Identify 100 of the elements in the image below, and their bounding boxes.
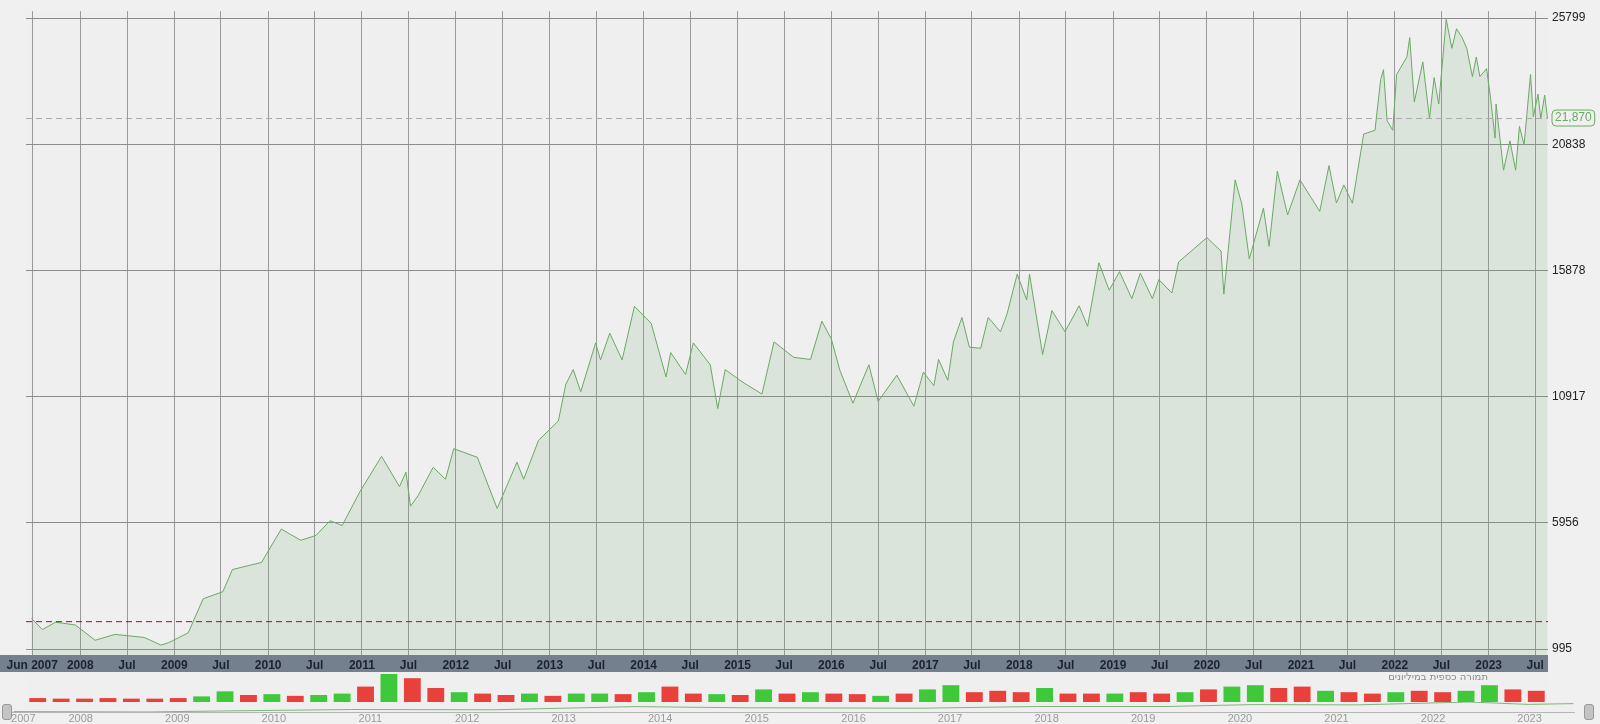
bar <box>825 693 843 702</box>
x-tick-label: 2013 <box>536 657 564 672</box>
bar <box>1481 685 1498 702</box>
x-tick-label: 2020 <box>1227 711 1253 724</box>
bar <box>965 692 983 702</box>
bar <box>989 690 1007 702</box>
bar <box>1457 690 1475 702</box>
y-tick-label: 5956 <box>1552 515 1580 530</box>
x-tick-label: 2014 <box>647 711 673 724</box>
bar <box>567 693 585 702</box>
bar <box>1082 693 1100 702</box>
bar <box>1270 688 1288 702</box>
x-tick-label: 2014 <box>630 657 658 672</box>
bar <box>1153 693 1171 702</box>
bar <box>1527 690 1545 702</box>
bar <box>919 689 936 702</box>
x-tick-label: 2009 <box>165 711 190 724</box>
bar <box>1012 692 1030 702</box>
x-tick-label: 2017 <box>912 657 940 672</box>
x-tick-label: Jul <box>306 657 324 672</box>
bar <box>1223 686 1241 702</box>
bar <box>427 688 445 702</box>
x-tick-label: 2018 <box>1005 657 1033 672</box>
x-tick-label: 2021 <box>1287 657 1315 672</box>
bar <box>895 693 913 702</box>
x-tick-label: 2020 <box>1193 657 1221 672</box>
bar <box>1200 689 1217 702</box>
bar <box>1340 692 1358 702</box>
bar <box>193 696 211 702</box>
x-tick-label: 2011 <box>348 657 376 672</box>
x-tick-label: Jun 2007 <box>6 657 59 672</box>
bar <box>474 693 492 702</box>
bar <box>169 698 187 702</box>
bar <box>544 695 562 702</box>
x-tick-label: Jul <box>1150 657 1169 672</box>
x-tick-label: 2008 <box>66 657 94 672</box>
x-tick-label: Jul <box>118 657 136 672</box>
bar <box>1387 692 1405 702</box>
x-tick-label: 2022 <box>1381 657 1409 672</box>
x-tick-label: 2018 <box>1034 711 1059 724</box>
bar <box>497 695 515 702</box>
bar <box>1036 688 1053 702</box>
bar <box>1317 690 1334 702</box>
bar <box>684 693 702 702</box>
bar <box>591 693 609 702</box>
x-tick-label: 2017 <box>937 711 963 724</box>
bar <box>755 689 773 702</box>
bar <box>661 686 679 702</box>
x-tick-label: Jul <box>1338 657 1357 672</box>
bar <box>778 693 796 702</box>
bar <box>638 692 655 702</box>
x-tick-label: Jul <box>681 657 699 672</box>
x-tick-label: 2015 <box>724 657 752 672</box>
x-tick-label: 2023 <box>1475 657 1503 672</box>
bar <box>29 698 47 702</box>
bar <box>450 692 468 702</box>
bar <box>1106 693 1124 702</box>
x-tick-label: 2022 <box>1420 711 1446 724</box>
bar <box>1363 693 1381 702</box>
x-tick-label: 2011 <box>358 711 383 724</box>
bar <box>1504 689 1522 702</box>
bar <box>357 686 374 702</box>
x-tick-label: Jul <box>493 657 512 672</box>
x-tick-label: Jul <box>399 657 418 672</box>
bar <box>240 695 257 702</box>
y-tick-label: 995 <box>1552 641 1573 656</box>
bar <box>1434 692 1452 702</box>
y-tick-label: 10917 <box>1552 388 1586 403</box>
bar <box>708 694 726 702</box>
x-tick-label: 2010 <box>261 711 287 724</box>
bar <box>872 695 890 702</box>
bar <box>614 694 632 702</box>
bar <box>380 674 398 702</box>
bar <box>333 693 351 702</box>
bar <box>521 693 538 702</box>
x-tick-label: 2015 <box>744 711 769 724</box>
x-tick-label: 2023 <box>1517 711 1542 724</box>
x-tick-label: 2013 <box>551 711 576 724</box>
bar <box>99 698 117 702</box>
x-tick-label: Jul <box>587 657 606 672</box>
x-tick-label: Jul <box>1432 657 1450 672</box>
x-tick-label: Jul <box>775 657 793 672</box>
bar <box>1059 693 1077 702</box>
bar <box>1246 685 1264 702</box>
x-tick-label: 2007 <box>11 711 36 724</box>
x-tick-label: 2012 <box>442 657 470 672</box>
annotation: תמורה כספית במיליונים <box>1388 670 1488 682</box>
x-tick-label: 2016 <box>817 657 846 672</box>
bar <box>731 695 749 702</box>
x-tick-label: Jul <box>963 657 981 672</box>
x-tick-label: Jul <box>1245 657 1263 672</box>
x-tick-label: Jul <box>1057 657 1075 672</box>
x-tick-label: 2010 <box>254 657 282 672</box>
bar <box>1410 690 1428 702</box>
bar <box>1129 692 1147 702</box>
x-tick-label: 2012 <box>454 711 480 724</box>
x-tick-label: 2021 <box>1324 711 1349 724</box>
x-tick-label: 2008 <box>68 711 93 724</box>
x-tick-label: Jul <box>1526 657 1544 672</box>
bar <box>403 678 421 702</box>
